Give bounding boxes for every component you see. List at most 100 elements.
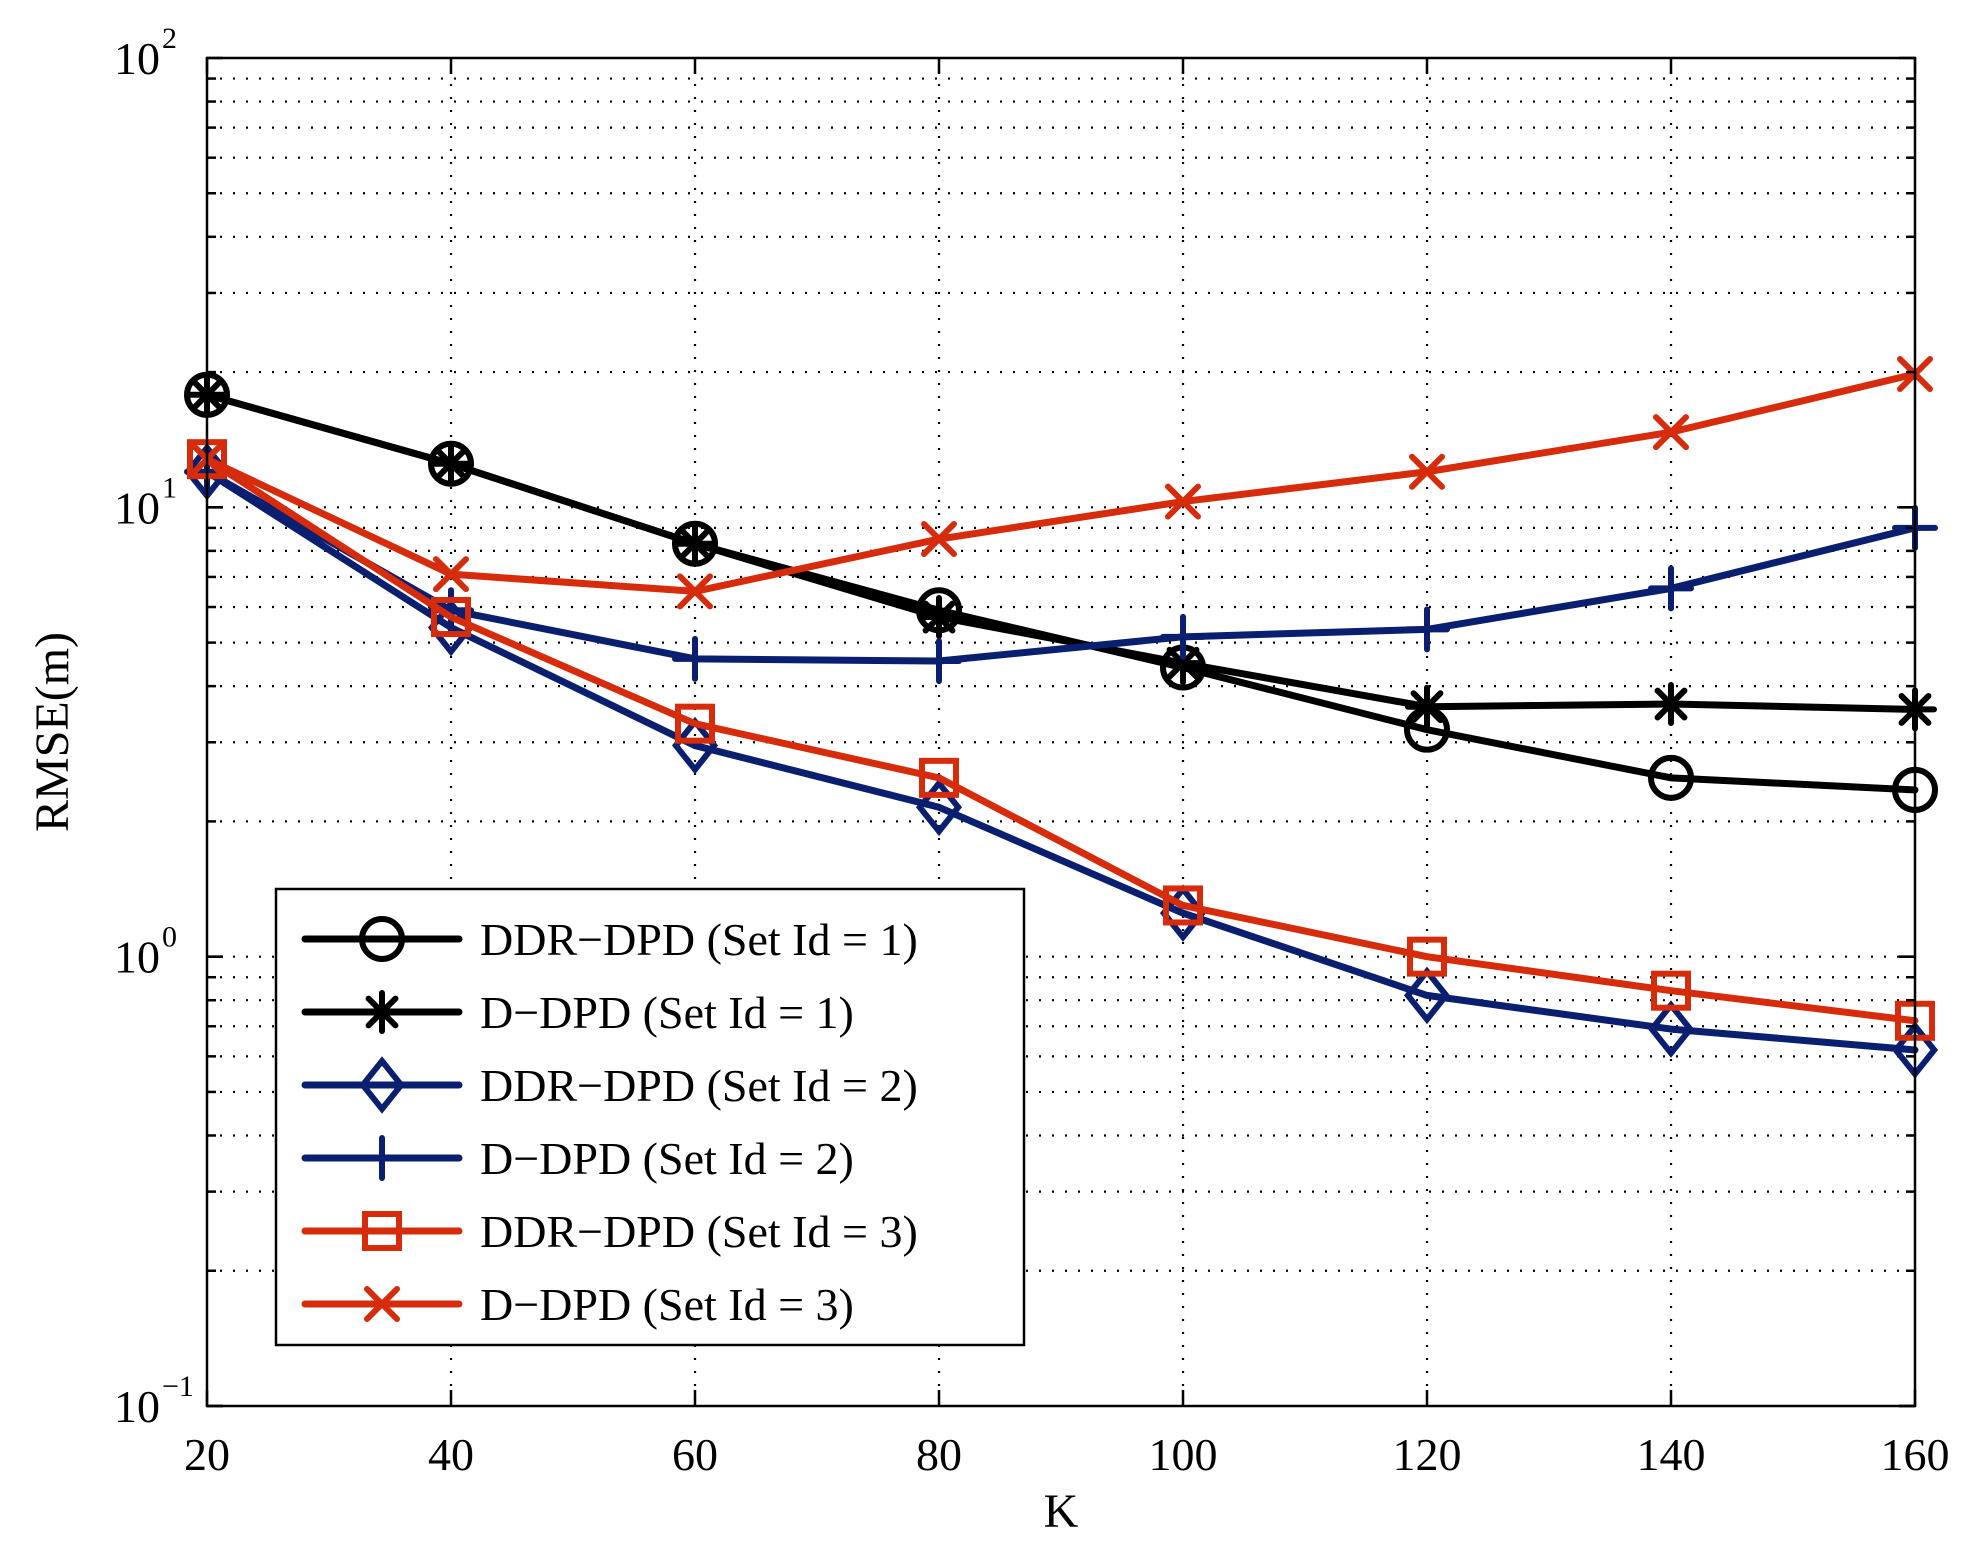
x-tick-label: 120	[1393, 1429, 1462, 1480]
asterisk-marker	[429, 441, 473, 486]
y-tick-label: 10	[114, 482, 160, 533]
legend-label: DDR−DPD (Set Id = 2)	[480, 1060, 918, 1111]
axis-ticks	[205, 56, 1917, 1408]
plus-marker	[1160, 613, 1206, 660]
asterisk-marker	[673, 521, 717, 566]
legend: DDR−DPD (Set Id = 1) D−DPD (Set Id = 1) DD…	[274, 887, 1026, 1347]
diamond-marker	[671, 716, 719, 775]
series-4	[184, 448, 1938, 685]
x-tick-label: 60	[672, 1429, 718, 1480]
asterisk-stroke	[1654, 687, 1688, 721]
series-line	[203, 468, 1919, 1054]
legend-entry: DDR−DPD (Set Id = 1)	[301, 914, 918, 965]
legend-label: D−DPD (Set Id = 2)	[480, 1133, 854, 1184]
asterisk-stroke	[365, 995, 399, 1029]
x-tick-label: 100	[1149, 1429, 1218, 1480]
x-marker	[1165, 483, 1201, 520]
legend-entry: D−DPD (Set Id = 3)	[301, 1279, 854, 1330]
y-tick-label: 10	[114, 1381, 160, 1432]
series-2	[185, 372, 1937, 732]
legend-label: D−DPD (Set Id = 1)	[480, 987, 854, 1038]
diamond-marker-shape	[915, 778, 963, 837]
diamond-marker	[358, 1056, 406, 1114]
square-marker-shape	[1163, 885, 1203, 926]
legend-label: DDR−DPD (Set Id = 1)	[480, 914, 918, 965]
diamond-marker-shape	[1647, 1000, 1695, 1058]
diamond-marker-shape	[358, 1056, 406, 1114]
legend-box	[274, 887, 1026, 1347]
square-marker	[1651, 970, 1691, 1011]
y-tick-exponent: −1	[162, 1370, 194, 1403]
plus-marker	[1648, 565, 1694, 612]
plot-frame	[205, 56, 1917, 1408]
x-stroke	[433, 556, 469, 593]
asterisk-stroke	[1166, 646, 1200, 680]
square-marker	[1163, 885, 1203, 926]
plus-marker	[672, 635, 718, 682]
x-marker	[364, 1286, 400, 1322]
diamond-marker-shape	[671, 716, 719, 775]
series-6	[189, 356, 1933, 610]
y-tick-exponent: 2	[162, 22, 177, 55]
series-line	[203, 391, 1919, 713]
series-line	[203, 455, 1919, 1025]
plus-marker	[916, 638, 962, 685]
diamond-marker-shape	[1403, 966, 1451, 1025]
x-stroke	[1165, 483, 1201, 520]
y-tick-label: 10	[114, 33, 160, 84]
asterisk-stroke	[1410, 690, 1444, 724]
diamond-marker	[1647, 1000, 1695, 1058]
x-marker	[677, 573, 713, 610]
diamond-marker	[1403, 966, 1451, 1025]
circle-marker-shape	[1648, 754, 1694, 801]
plot-series	[183, 356, 1939, 1079]
x-stroke	[677, 573, 713, 610]
legend-entry: D−DPD (Set Id = 2)	[301, 1133, 854, 1184]
square-marker-shape	[362, 1211, 402, 1251]
legend-label: D−DPD (Set Id = 3)	[480, 1279, 854, 1330]
square-marker-shape	[1651, 970, 1691, 1011]
circle-marker	[1648, 754, 1694, 801]
circle-marker-shape	[359, 916, 405, 962]
square-marker	[675, 703, 715, 744]
square-marker	[362, 1211, 402, 1251]
x-marker	[921, 521, 957, 558]
asterisk-marker	[1405, 684, 1449, 729]
asterisk-marker	[360, 990, 404, 1034]
x-tick-label: 40	[428, 1429, 474, 1480]
circle-marker	[359, 916, 405, 962]
plus-marker	[359, 1135, 405, 1181]
x-tick-label: 80	[916, 1429, 962, 1480]
x-tick-labels: 20 40 60 80 100 120 140 160	[184, 1429, 1950, 1480]
y-tick-label: 10	[114, 932, 160, 983]
square-marker-shape	[675, 703, 715, 744]
series-5	[187, 439, 1935, 1041]
series-line	[203, 468, 1919, 665]
square-marker-shape	[1407, 936, 1447, 977]
x-tick-label: 160	[1881, 1429, 1950, 1480]
x-tick-label: 140	[1637, 1429, 1706, 1480]
x-stroke	[364, 1286, 400, 1322]
x-stroke	[921, 521, 957, 558]
legend-label: DDR−DPD (Set Id = 3)	[480, 1206, 918, 1257]
square-marker-shape	[919, 757, 959, 798]
x-tick-label: 20	[184, 1429, 230, 1480]
square-marker-shape	[431, 597, 471, 638]
plus-marker	[1404, 606, 1450, 653]
asterisk-stroke	[678, 527, 712, 561]
x-marker	[1409, 453, 1445, 490]
square-marker	[1407, 936, 1447, 977]
x-marker	[1653, 414, 1689, 451]
y-tick-exponent: 0	[162, 921, 177, 954]
x-stroke	[1409, 453, 1445, 490]
legend-entry: D−DPD (Set Id = 1)	[301, 987, 854, 1038]
x-axis-label: K	[1044, 1485, 1079, 1538]
square-marker	[919, 757, 959, 798]
y-axis-label: RMSE(m)	[26, 632, 79, 832]
x-stroke	[1653, 414, 1689, 451]
square-marker	[431, 597, 471, 638]
legend-entry: DDR−DPD (Set Id = 3)	[301, 1206, 918, 1257]
legend-entry: DDR−DPD (Set Id = 2)	[301, 1056, 918, 1114]
diamond-marker	[915, 778, 963, 837]
